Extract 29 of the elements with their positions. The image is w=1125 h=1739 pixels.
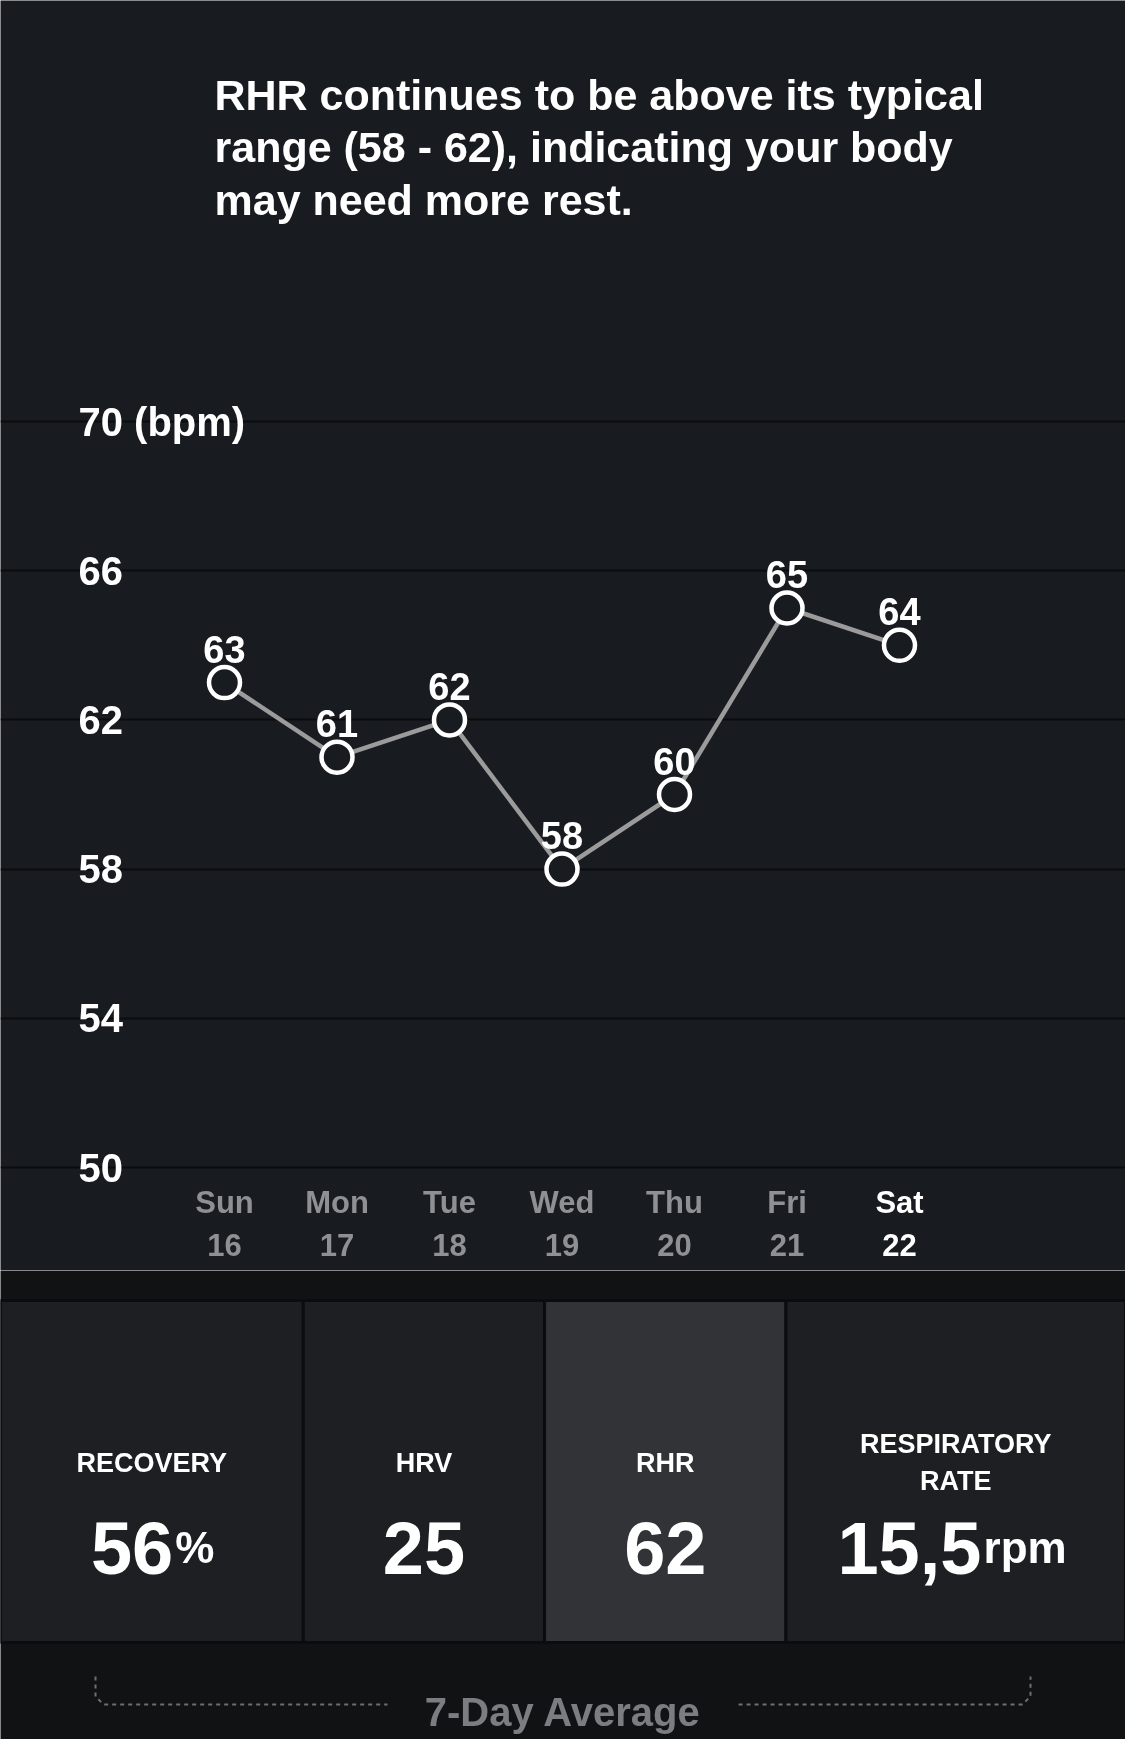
data-label: 58 — [540, 815, 584, 858]
y-tick-label: 50 — [78, 1145, 123, 1190]
data-label: 60 — [653, 740, 696, 783]
x-tick-label: Mon 17 — [305, 1184, 369, 1264]
x-tick-label: Wed 19 — [529, 1184, 595, 1264]
data-label: 62 — [428, 665, 471, 708]
x-tick-label: Sat 22 — [875, 1184, 924, 1264]
y-tick-label: 70 (bpm) — [78, 399, 246, 444]
x-tick-label: Fri 21 — [767, 1184, 807, 1264]
category-label: HRV — [395, 1447, 453, 1478]
text: 62 — [624, 1506, 707, 1590]
category-label: RESPIRATORY RATE — [859, 1428, 1052, 1497]
x-tick-label: Tue 18 — [423, 1184, 476, 1264]
data-label: 63 — [203, 628, 246, 671]
y-tick-label: 66 — [78, 548, 123, 593]
y-tick-label: 62 — [78, 697, 123, 742]
category-label: RHR — [636, 1447, 695, 1478]
x-tick-label: Thu 20 — [646, 1184, 703, 1264]
y-tick-label: 58 — [78, 847, 123, 892]
text: 25 — [382, 1506, 466, 1590]
chart-title: RHR continues to be above its typical range (58 - 62), indicating your body may need more rest. — [214, 70, 984, 225]
y-tick-label: 54 — [78, 996, 124, 1041]
text: 7-Day Average — [424, 1689, 700, 1734]
category-label: RECOVERY — [76, 1447, 228, 1478]
data-label: 61 — [315, 703, 359, 746]
x-tick-label: Sun 16 — [195, 1184, 254, 1264]
data-label: 64 — [878, 591, 921, 634]
data-label: 65 — [765, 554, 809, 596]
text: 56% — [90, 1506, 215, 1590]
